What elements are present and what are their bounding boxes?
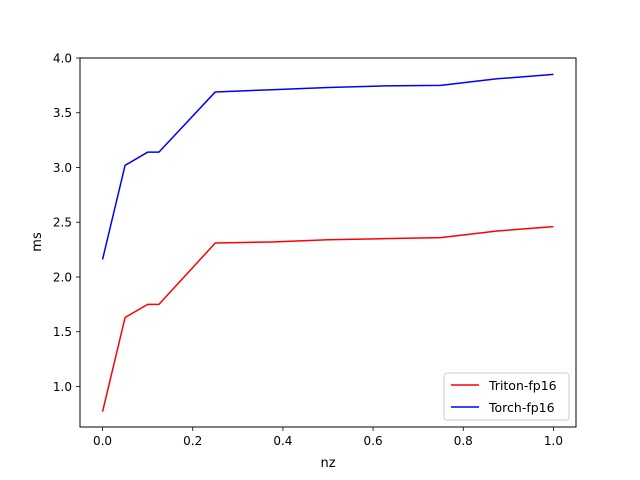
y-axis-label: ms — [30, 232, 45, 252]
y-tick-label: 4.0 — [53, 52, 72, 66]
x-axis: 0.0 0.2 0.4 0.6 0.8 1.0 — [93, 427, 563, 448]
series-line-0 — [101, 225, 554, 412]
y-tick-label: 2.0 — [53, 270, 72, 284]
y-tick-label: 3.0 — [53, 161, 72, 175]
series-line-1 — [101, 73, 554, 260]
y-tick-label: 1.0 — [53, 380, 72, 394]
y-tick-label: 3.5 — [53, 106, 72, 120]
legend-label-triton: Triton-fp16 — [488, 378, 557, 393]
legend: Triton-fp16 Torch-fp16 — [443, 372, 570, 421]
x-tick-label: 0.0 — [93, 434, 112, 448]
x-tick-label: 0.8 — [454, 434, 473, 448]
series-layer — [101, 73, 554, 412]
plot-area-frame — [79, 57, 577, 428]
y-tick-label: 2.5 — [53, 216, 72, 230]
y-axis: 1.0 1.5 2.0 2.5 3.0 3.5 4.0 — [53, 52, 80, 394]
x-tick-label: 0.2 — [183, 434, 202, 448]
x-axis-label: nz — [320, 456, 335, 471]
legend-label-torch: Torch-fp16 — [488, 400, 555, 415]
x-tick-label: 0.6 — [364, 434, 383, 448]
x-tick-label: 1.0 — [544, 434, 563, 448]
y-tick-label: 1.5 — [53, 325, 72, 339]
x-tick-label: 0.4 — [273, 434, 292, 448]
